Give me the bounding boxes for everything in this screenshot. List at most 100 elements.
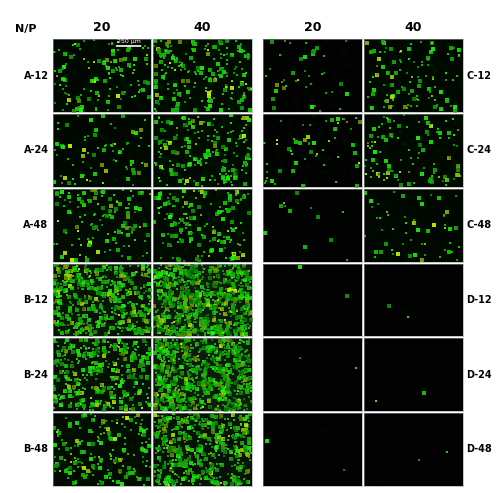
Point (192, 318, 200, 326)
Point (223, 344, 231, 352)
Point (124, 212, 132, 220)
Point (188, 229, 196, 237)
Point (234, 464, 242, 472)
Point (66, 309, 74, 317)
Point (144, 372, 152, 380)
Point (139, 413, 147, 421)
Point (406, 102, 413, 110)
Point (122, 326, 130, 334)
Point (186, 233, 194, 241)
Point (457, 175, 465, 182)
Point (222, 405, 230, 413)
Point (226, 54, 234, 62)
Point (100, 347, 108, 355)
Point (124, 290, 132, 298)
Point (52, 276, 60, 284)
Point (152, 422, 160, 430)
Point (152, 105, 160, 113)
Point (159, 129, 167, 137)
Point (152, 307, 160, 315)
Point (179, 272, 187, 280)
Point (218, 377, 226, 385)
Point (180, 372, 188, 380)
Point (190, 327, 198, 335)
Point (140, 327, 148, 335)
Point (206, 379, 214, 387)
Point (100, 337, 108, 345)
Point (172, 202, 179, 210)
Point (188, 275, 196, 282)
Point (164, 444, 172, 452)
Point (102, 90, 110, 98)
Point (190, 299, 198, 307)
Point (164, 313, 172, 321)
Point (66, 275, 74, 283)
Point (80, 196, 88, 204)
Point (212, 386, 220, 393)
Point (232, 395, 239, 403)
Point (223, 83, 231, 91)
Point (88, 278, 96, 285)
Point (240, 401, 248, 409)
Point (103, 305, 111, 313)
Point (166, 309, 173, 317)
Point (176, 38, 184, 46)
Point (244, 383, 252, 391)
Point (92, 340, 100, 348)
Point (82, 367, 90, 375)
Point (230, 328, 237, 336)
Point (92, 188, 100, 196)
Point (234, 47, 242, 55)
Point (209, 376, 217, 384)
Point (236, 281, 244, 289)
Point (176, 397, 184, 405)
Point (144, 390, 152, 398)
Point (214, 480, 222, 488)
Point (202, 463, 210, 471)
Point (238, 282, 246, 290)
Point (215, 150, 223, 158)
Point (245, 345, 253, 353)
Point (154, 322, 162, 330)
Point (173, 336, 181, 344)
Point (129, 400, 137, 408)
Point (103, 290, 111, 298)
Point (224, 396, 232, 404)
Point (75, 219, 83, 227)
Point (176, 372, 184, 380)
Point (190, 392, 198, 400)
Point (105, 343, 113, 351)
Point (160, 316, 168, 324)
Point (95, 290, 103, 298)
Point (218, 124, 226, 132)
Point (432, 242, 440, 250)
Point (239, 160, 247, 168)
Point (231, 404, 239, 412)
Point (121, 423, 129, 431)
Point (182, 112, 190, 120)
Point (240, 373, 248, 381)
Point (144, 47, 152, 55)
Point (162, 327, 170, 335)
Point (140, 264, 147, 272)
Point (182, 418, 190, 426)
Point (238, 272, 246, 280)
Point (300, 67, 308, 75)
Point (142, 425, 150, 433)
Point (224, 319, 232, 327)
Point (118, 285, 126, 293)
Point (132, 313, 140, 320)
Point (396, 56, 404, 64)
Point (100, 263, 108, 271)
Point (152, 449, 160, 457)
Point (206, 279, 214, 287)
Point (229, 264, 237, 272)
Point (244, 378, 252, 386)
Point (158, 462, 166, 470)
Point (102, 462, 110, 470)
Point (194, 398, 202, 406)
Point (176, 319, 184, 327)
Point (326, 155, 334, 163)
Point (72, 477, 80, 485)
Point (176, 177, 184, 185)
